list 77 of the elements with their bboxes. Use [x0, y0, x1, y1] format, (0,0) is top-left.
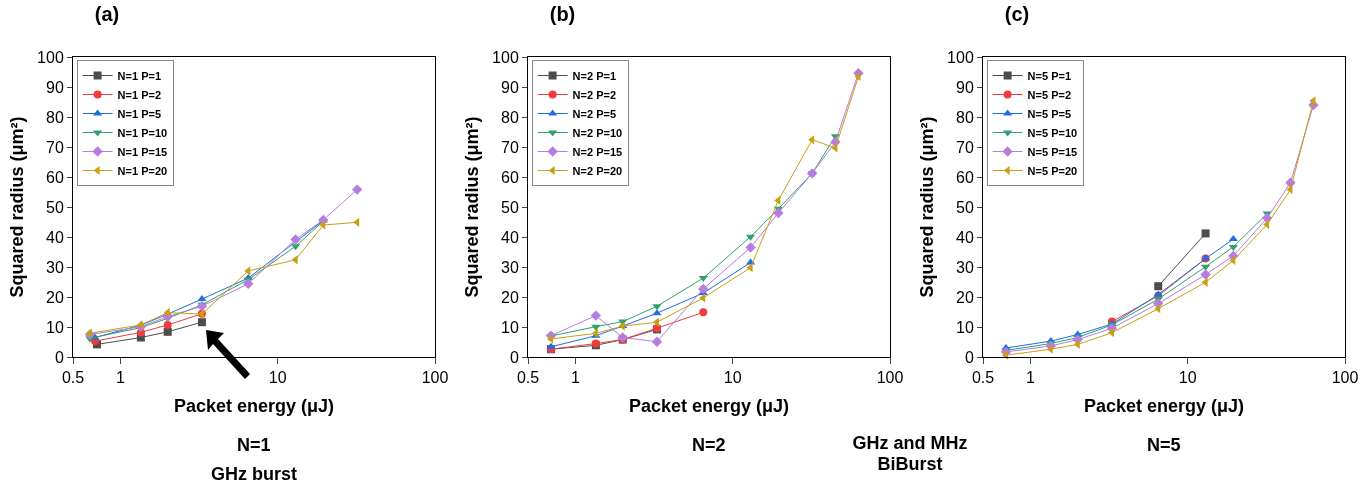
y-tick-label: 70: [46, 138, 64, 156]
y-tick-label: 10: [501, 318, 519, 336]
y-tick-label: 30: [46, 258, 64, 276]
y-tick-label: 0: [964, 348, 974, 366]
y-tick-label: 80: [501, 108, 519, 126]
y-tick-label: 40: [501, 228, 519, 246]
legend-label: N=2 P=1: [572, 69, 617, 82]
x-tick-label: 10: [1178, 369, 1197, 387]
x-tick-label: 1: [115, 369, 125, 387]
legend-label: N=1 P=2: [117, 88, 162, 101]
y-tick-label: 60: [501, 168, 519, 186]
y-tick-label: 90: [501, 78, 519, 96]
y-tick-label: 70: [956, 138, 974, 156]
legend-label: N=2 P=5: [572, 107, 617, 120]
y-tick-label: 30: [501, 258, 519, 276]
y-tick-label: 70: [501, 138, 519, 156]
text: GHz and MHz BiBurst: [851, 433, 969, 475]
legend-label: N=1 P=1: [117, 69, 162, 82]
legend-label: N=5 P=5: [1027, 107, 1072, 120]
x-tick-label: 0.5: [61, 369, 85, 387]
y-tick-label: 60: [46, 168, 64, 186]
y-axis-title: Squared radius (μm²): [462, 116, 483, 298]
legend-label: N=2 P=2: [572, 88, 617, 101]
y-tick-label: 60: [956, 168, 974, 186]
text: N=1: [237, 435, 271, 455]
y-tick-label: 20: [956, 288, 974, 306]
y-tick-label: 40: [956, 228, 974, 246]
chart-title: (c): [1004, 3, 1030, 26]
x-axis-title: Packet energy (μJ): [1083, 396, 1245, 417]
y-tick-label: 90: [956, 78, 974, 96]
y-tick-label: 100: [492, 48, 519, 66]
y-axis-title: Squared radius (μm²): [917, 116, 938, 298]
legend-label: N=5 P=2: [1027, 88, 1072, 101]
legend-label: N=5 P=20: [1027, 164, 1078, 177]
y-tick-label: 80: [956, 108, 974, 126]
y-tick-label: 20: [46, 288, 64, 306]
y-tick-label: 50: [956, 198, 974, 216]
y-tick-label: 90: [46, 78, 64, 96]
x-tick-label: 1: [1025, 369, 1035, 387]
y-tick-label: 20: [501, 288, 519, 306]
legend-label: N=1 P=15: [117, 145, 168, 158]
legend-label: N=2 P=10: [572, 126, 623, 139]
text: N=2: [692, 435, 726, 455]
y-axis-title: Squared radius (μm²): [7, 116, 28, 298]
legend-label: N=5 P=1: [1027, 69, 1072, 82]
x-tick-label: 10: [723, 369, 742, 387]
x-tick-label: 1: [570, 369, 580, 387]
y-tick-label: 50: [46, 198, 64, 216]
y-tick-label: 0: [54, 348, 64, 366]
y-tick-label: 0: [509, 348, 519, 366]
y-tick-label: 100: [947, 48, 974, 66]
legend-label: N=1 P=20: [117, 164, 168, 177]
chart-title: (a): [94, 3, 120, 26]
y-tick-label: 50: [501, 198, 519, 216]
chart-title: (b): [549, 3, 576, 26]
x-tick-label: 100: [421, 369, 449, 387]
legend-label: N=1 P=10: [117, 126, 168, 139]
y-tick-label: 10: [46, 318, 64, 336]
y-tick-label: 40: [46, 228, 64, 246]
legend-label: N=5 P=10: [1027, 126, 1078, 139]
legend-label: N=2 P=20: [572, 164, 623, 177]
y-tick-label: 80: [46, 108, 64, 126]
x-tick-label: 100: [1331, 369, 1359, 387]
text: GHz burst: [211, 464, 298, 484]
text: N=5: [1147, 435, 1181, 455]
y-tick-label: 30: [956, 258, 974, 276]
legend-label: N=5 P=15: [1027, 145, 1078, 158]
x-tick-label: 0.5: [516, 369, 540, 387]
x-tick-label: 10: [268, 369, 287, 387]
x-axis-title: Packet energy (μJ): [173, 396, 335, 417]
y-tick-label: 10: [956, 318, 974, 336]
x-axis-title: Packet energy (μJ): [628, 396, 790, 417]
legend-label: N=1 P=5: [117, 107, 162, 120]
legend-label: N=2 P=15: [572, 145, 623, 158]
y-tick-label: 100: [37, 48, 64, 66]
x-tick-label: 0.5: [971, 369, 995, 387]
x-tick-label: 100: [876, 369, 904, 387]
